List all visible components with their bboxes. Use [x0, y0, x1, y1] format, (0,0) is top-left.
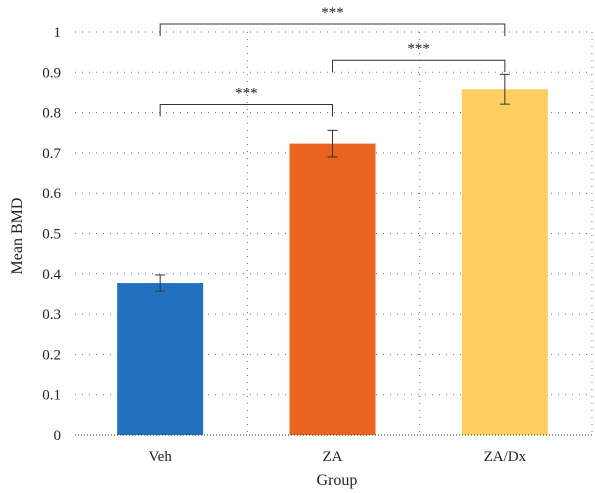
significance-bracket	[332, 59, 506, 73]
significance-bracket	[159, 104, 333, 117]
bars	[117, 89, 548, 436]
significance-label: ***	[235, 86, 258, 102]
y-tick-label: 0.7	[42, 146, 61, 162]
significance-brackets: *** *** ***	[159, 5, 506, 117]
bar-za	[289, 143, 376, 436]
y-tick-label: 0.1	[42, 388, 61, 404]
y-tick-label: 0.6	[42, 186, 61, 202]
y-axis-title: Mean BMD	[9, 198, 26, 275]
axes: 0 0.1 0.2 0.3 0.4 0.5 0.6 0.7 0.8 0.9 1 Veh ZA ZA/Dx	[42, 25, 592, 465]
y-tick-label: 0.8	[42, 106, 61, 122]
y-tick-label: 0.5	[42, 227, 61, 243]
x-tick-label: Veh	[149, 449, 173, 465]
significance-label: ***	[407, 41, 430, 57]
x-tick-label: ZA	[323, 449, 343, 465]
y-tick-label: 1	[54, 25, 62, 41]
y-tick-label: 0.4	[42, 267, 61, 283]
x-axis-title: Group	[317, 472, 358, 489]
significance-label: ***	[321, 5, 344, 21]
y-tick-label: 0	[54, 428, 62, 444]
bar-veh	[117, 283, 204, 435]
error-bars	[155, 73, 510, 292]
significance-bracket	[159, 23, 506, 36]
y-tick-label: 0.9	[42, 65, 61, 81]
bar-za-dx	[461, 89, 548, 435]
x-tick-label: ZA/Dx	[484, 449, 527, 465]
y-tick-label: 0.2	[42, 347, 61, 363]
y-tick-label: 0.3	[42, 307, 61, 323]
